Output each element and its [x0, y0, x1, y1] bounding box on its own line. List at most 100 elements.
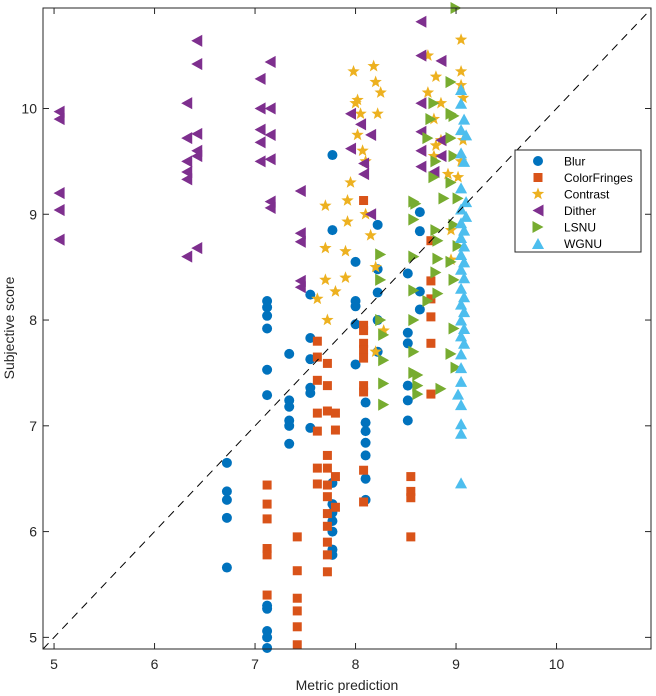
data-point-wgnu	[455, 83, 468, 95]
data-point-blur	[372, 219, 383, 230]
data-point-dither	[294, 184, 306, 198]
data-point-dither	[355, 118, 367, 131]
data-point-blur	[262, 632, 273, 643]
data-point-blur	[414, 226, 425, 237]
data-point-colorfringes	[322, 381, 332, 391]
data-point-dither	[181, 155, 193, 168]
legend-marker-colorfringes	[533, 173, 543, 182]
data-point-lsnu	[445, 176, 457, 189]
data-point-colorfringes	[262, 590, 272, 600]
data-point-colorfringes	[359, 338, 369, 348]
data-point-lsnu	[445, 75, 457, 89]
data-point-colorfringes	[292, 622, 302, 632]
data-point-blur	[360, 437, 371, 448]
data-point-lsnu	[408, 345, 420, 358]
data-point-blur	[360, 397, 371, 408]
data-point-colorfringes	[359, 353, 369, 363]
data-point-blur	[402, 327, 413, 338]
data-point-blur	[262, 642, 273, 653]
data-point-blur	[221, 512, 232, 523]
data-point-lsnu	[428, 171, 440, 184]
data-point-colorfringes	[322, 463, 332, 473]
data-point-lsnu	[430, 224, 442, 237]
data-point-contrast	[421, 86, 435, 98]
x-tick-label: 10	[549, 656, 565, 672]
data-point-blur	[221, 457, 232, 468]
x-axis-label: Metric prediction	[296, 677, 399, 693]
x-tick-label: 6	[151, 656, 159, 672]
data-point-contrast	[347, 64, 360, 77]
data-point-colorfringes	[359, 196, 369, 206]
data-point-colorfringes	[426, 312, 436, 322]
data-point-colorfringes	[359, 387, 369, 397]
data-point-blur	[221, 486, 232, 497]
data-point-contrast	[454, 154, 468, 167]
data-point-colorfringes	[359, 465, 369, 475]
data-point-wgnu	[455, 314, 468, 326]
data-point-lsnu	[408, 313, 420, 327]
data-point-colorfringes	[330, 502, 340, 512]
data-point-contrast	[427, 149, 441, 162]
data-point-contrast	[421, 49, 435, 61]
data-point-colorfringes	[292, 532, 302, 542]
data-point-blur	[350, 359, 361, 370]
legend-marker-lsnu	[532, 220, 544, 234]
data-point-colorfringes	[406, 532, 416, 542]
data-point-wgnu	[460, 210, 473, 222]
data-point-colorfringes	[426, 276, 436, 286]
data-point-lsnu	[445, 347, 457, 360]
data-point-blur	[284, 420, 295, 431]
legend-entry-wgnu: WGNU	[564, 237, 602, 251]
data-point-contrast	[434, 96, 448, 109]
data-point-lsnu	[448, 150, 460, 163]
data-point-dither	[345, 142, 357, 155]
data-point-blur	[360, 450, 371, 461]
legend-marker-wgnu	[531, 238, 545, 249]
data-point-contrast	[319, 241, 332, 254]
data-point-contrast	[364, 228, 377, 241]
data-point-dither	[358, 168, 370, 181]
data-point-contrast	[351, 93, 364, 106]
data-point-lsnu	[378, 377, 390, 390]
data-point-contrast	[456, 91, 470, 104]
series-colorfringes	[262, 196, 436, 650]
data-point-lsnu	[425, 113, 437, 126]
data-point-colorfringes	[322, 537, 332, 547]
data-point-lsnu	[410, 197, 422, 210]
data-point-blur	[327, 150, 338, 161]
data-point-lsnu	[408, 250, 420, 263]
data-point-dither	[435, 134, 447, 147]
data-point-wgnu	[455, 348, 468, 360]
y-tick-label: 5	[29, 629, 37, 645]
data-point-colorfringes	[322, 450, 332, 460]
data-point-contrast	[341, 194, 354, 206]
legend-marker-contrast	[531, 187, 545, 200]
data-point-contrast	[339, 244, 352, 257]
data-point-dither	[181, 250, 193, 263]
data-point-blur	[305, 388, 316, 399]
legend-entry-dither: Dither	[564, 204, 596, 218]
data-point-wgnu	[451, 388, 465, 400]
data-point-colorfringes	[406, 486, 416, 496]
data-point-lsnu	[435, 382, 447, 395]
x-tick-label: 7	[251, 656, 259, 672]
data-point-colorfringes	[312, 336, 322, 346]
data-point-blur	[350, 301, 361, 312]
data-point-lsnu	[448, 273, 460, 286]
data-point-lsnu	[432, 234, 444, 247]
data-point-wgnu	[455, 147, 468, 159]
data-point-wgnu	[455, 263, 468, 275]
data-point-dither	[191, 127, 203, 140]
data-point-lsnu	[450, 361, 462, 374]
data-point-dither	[415, 97, 427, 110]
data-point-blur	[327, 225, 338, 236]
data-point-blur	[262, 310, 273, 321]
data-point-dither	[264, 201, 276, 214]
data-point-dither	[53, 113, 65, 126]
data-point-dither	[435, 54, 447, 67]
data-point-dither	[191, 58, 203, 71]
data-point-blur	[262, 603, 273, 614]
data-point-contrast	[354, 107, 367, 120]
data-point-wgnu	[458, 240, 471, 252]
y-tick-label: 10	[21, 100, 37, 116]
